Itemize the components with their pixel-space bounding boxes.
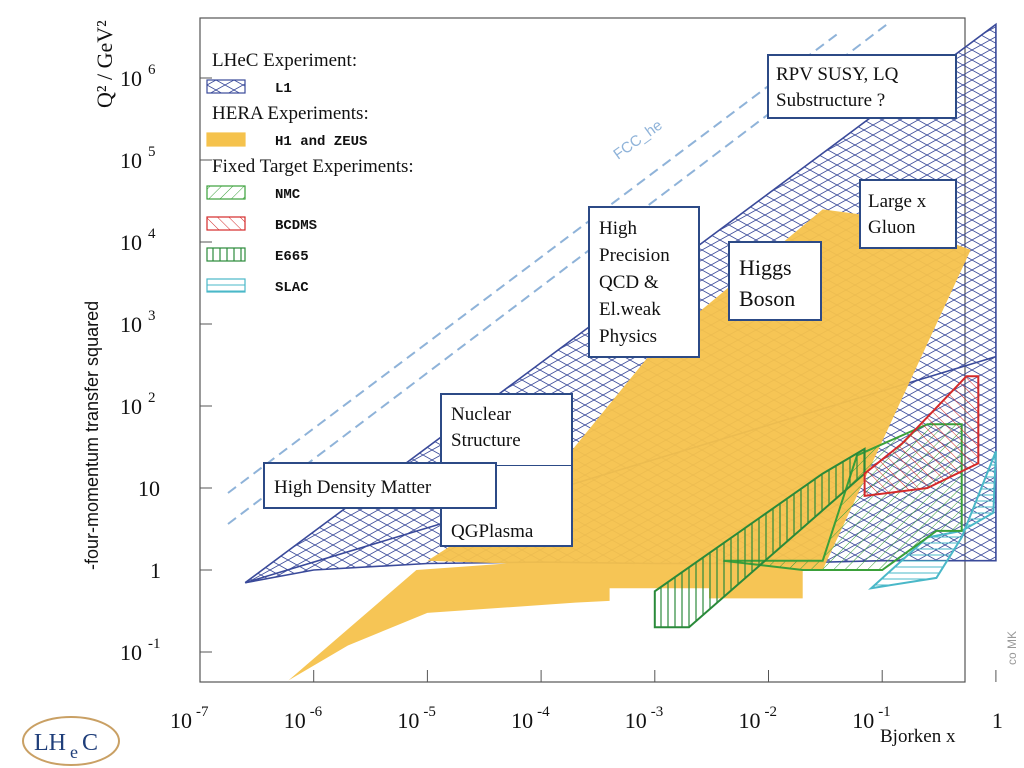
- series-slac-region: [868, 450, 997, 590]
- legend-heading: HERA Experiments:: [212, 103, 369, 124]
- x-tick-label: 10 -7: [170, 704, 209, 733]
- tick-marks: [199, 77, 997, 682]
- x-tick-label: 10 -2: [739, 704, 778, 733]
- y-tick-label: 10 5: [120, 144, 156, 173]
- y-axis-unit-label: Q² / GeV²: [92, 20, 117, 108]
- legend-item-e665: E665: [275, 249, 309, 265]
- series-bcdms-region: [863, 375, 980, 498]
- lhec-logo-sub: e: [70, 742, 78, 762]
- annotation-text: Gluon: [868, 217, 916, 238]
- annotation-box-high: High Precision QCD & El.weak Physics: [588, 206, 700, 358]
- lhec-logo-ring: [22, 716, 120, 766]
- annotation-text: QGPlasma: [451, 521, 534, 542]
- annotation-text: Nuclear: [451, 404, 512, 425]
- legend-item-h1-and-zeus: H1 and ZEUS: [275, 134, 367, 150]
- annotation-box-rpv-susy-lq: RPV SUSY, LQ Substructure ?: [767, 54, 957, 119]
- x-tick-label: 10 -4: [511, 704, 550, 733]
- annotation-text: Physics: [599, 326, 657, 347]
- y-tick-label: 10: [138, 476, 160, 501]
- annotation-box-large-x: Large x Gluon: [859, 179, 957, 249]
- legend-swatch-nmc: [206, 185, 246, 200]
- annotation-box-nuclear: Nuclear Structure: [440, 393, 573, 467]
- lhec-logo: LH e C: [22, 716, 120, 766]
- lhec-logo-tail: C: [82, 730, 98, 756]
- legend-item-bcdms: BCDMS: [275, 218, 317, 234]
- legend-item-slac: SLAC: [275, 280, 309, 296]
- legend-swatch-h1-and-zeus: [206, 132, 246, 147]
- x-tick-label: 10 -3: [625, 704, 664, 733]
- x-tick-labels: 10 -7 10 -6 10 -5 10 -4 10 -3 10 -2 10 -1 1: [170, 704, 1003, 733]
- annotation-box-high-density-matter: High Density Matter: [263, 462, 497, 509]
- fcc-label: FCC_he: [610, 117, 665, 164]
- annotation-text: QCD &: [599, 272, 659, 293]
- legend-item-l1: L1: [275, 81, 292, 97]
- y-axis-label: -four-momentum transfer squared: [82, 301, 102, 570]
- annotation-text: High Density Matter: [274, 477, 432, 498]
- legend-swatch-bcdms: [206, 216, 246, 231]
- x-tick-label: 10 -6: [284, 704, 323, 733]
- annotation-text: Precision: [599, 245, 670, 266]
- annotation-text: Substructure ?: [776, 90, 885, 111]
- legend-swatch-l1: [206, 79, 246, 94]
- x-axis-label: Bjorken x: [880, 726, 956, 747]
- annotation-boxes: RPV SUSY, LQ Substructure ? Large x Gluon Hi…: [263, 54, 957, 547]
- annotation-text: Boson: [739, 286, 795, 311]
- legend-heading: Fixed Target Experiments:: [212, 156, 414, 177]
- annotation-text: El.weak: [599, 299, 661, 320]
- x-tick-label: 10 -5: [397, 704, 436, 733]
- annotation-box-higgs: Higgs Boson: [728, 241, 822, 321]
- y-tick-label: 10 2: [120, 390, 156, 419]
- credit-text: co MK: [1005, 631, 1019, 665]
- y-tick-label: 1: [150, 558, 161, 583]
- legend-item-nmc: NMC: [275, 187, 301, 203]
- lhec-logo-main: LH: [34, 730, 66, 756]
- y-tick-label: 10 4: [120, 226, 156, 255]
- annotation-text: High: [599, 218, 638, 239]
- legend: LHeC Experiment: L1 HERA Experiments: H1 an…: [206, 50, 414, 296]
- annotation-text: Structure: [451, 430, 521, 451]
- legend-swatch-e665: [206, 247, 246, 262]
- x-tick-label: 1: [992, 708, 1003, 733]
- annotation-text: Higgs: [739, 255, 792, 280]
- y-tick-label: 10 6: [120, 62, 156, 91]
- legend-swatch-slac: [206, 278, 246, 293]
- annotation-text: RPV SUSY, LQ: [776, 64, 899, 85]
- legend-heading: LHeC Experiment:: [212, 50, 357, 71]
- y-tick-label: 10 -1: [120, 636, 161, 665]
- series-e665-region: [653, 447, 866, 629]
- y-tick-label: 10 3: [120, 308, 156, 337]
- annotation-text: Large x: [868, 191, 927, 212]
